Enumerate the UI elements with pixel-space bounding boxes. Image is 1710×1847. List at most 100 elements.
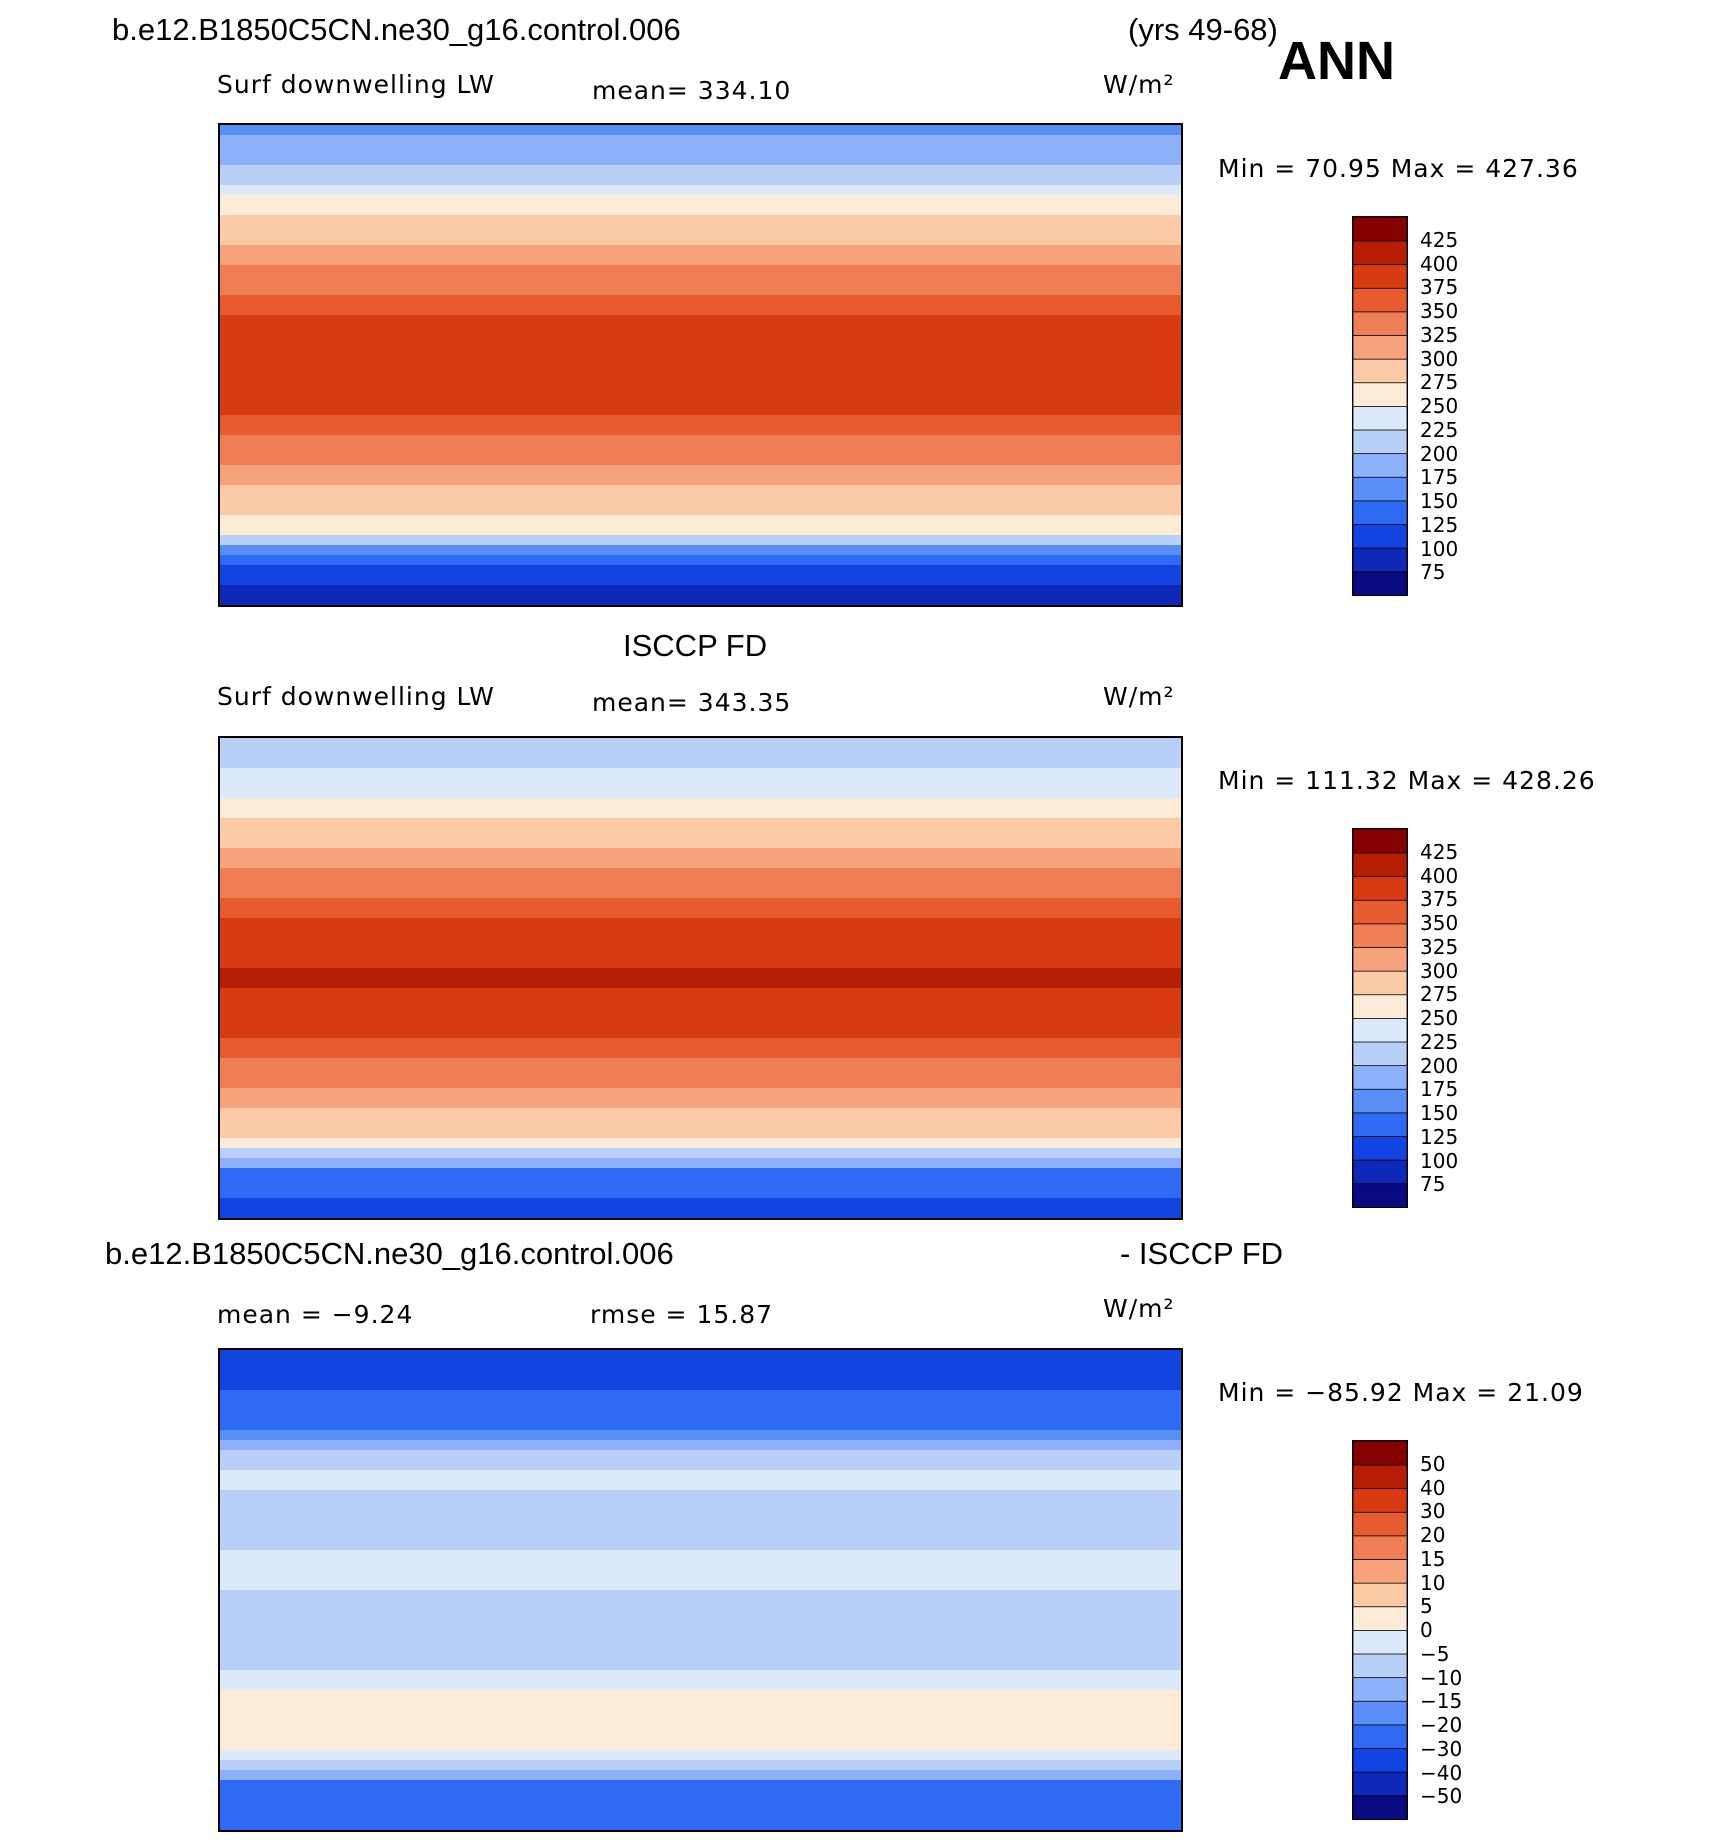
map-band bbox=[220, 1178, 1181, 1189]
colorbar-tick-label: 125 bbox=[1420, 512, 1459, 537]
map-band bbox=[220, 464, 1181, 476]
map-band bbox=[220, 1730, 1181, 1741]
map-band bbox=[220, 1640, 1181, 1651]
colorbar-box bbox=[1353, 1135, 1407, 1161]
season-label: ANN bbox=[1278, 31, 1395, 91]
colorbar-box bbox=[1353, 405, 1407, 431]
panel3-map-svg bbox=[220, 1350, 1181, 1830]
map-band bbox=[220, 155, 1181, 166]
map-band bbox=[220, 584, 1181, 596]
map-band bbox=[220, 215, 1181, 226]
map-band bbox=[220, 1770, 1181, 1781]
colorbar-tick-label: 40 bbox=[1420, 1475, 1446, 1500]
map-band bbox=[220, 325, 1181, 336]
panel1-colorbar-ticks: 75 100 125 150 175 200 225 250 275 300 325 350 375 40… bbox=[1420, 216, 1510, 596]
map-band bbox=[220, 554, 1181, 566]
map-band bbox=[220, 1148, 1181, 1159]
colorbar-tick-label: 20 bbox=[1420, 1523, 1446, 1547]
colorbar-tick-label: 325 bbox=[1420, 934, 1459, 959]
colorbar-tick-label: −10 bbox=[1420, 1665, 1463, 1690]
map-band bbox=[220, 295, 1181, 306]
map-band bbox=[220, 425, 1181, 436]
map-band bbox=[220, 1620, 1181, 1631]
colorbar-box bbox=[1353, 993, 1407, 1019]
panel2-minmax: Min = 111.32 Max = 428.26 bbox=[1218, 766, 1596, 795]
colorbar-box bbox=[1353, 1112, 1407, 1137]
map-band bbox=[220, 1430, 1181, 1441]
colorbar-tick-label: 250 bbox=[1420, 394, 1459, 418]
map-band bbox=[220, 245, 1181, 256]
colorbar-tick-label: 400 bbox=[1420, 863, 1459, 888]
colorbar-box bbox=[1353, 946, 1407, 972]
map-band bbox=[220, 858, 1181, 869]
map-band bbox=[220, 1137, 1181, 1149]
panel2-colorbar-ticks: 75 100 125 150 175 200 225 250 275 300 325 350 375 40… bbox=[1420, 828, 1510, 1208]
colorbar-tick-label: 350 bbox=[1420, 299, 1459, 323]
colorbar-box bbox=[1353, 263, 1407, 289]
map-band bbox=[220, 1610, 1181, 1621]
colorbar-tick-label: −30 bbox=[1420, 1736, 1463, 1761]
map-band bbox=[220, 434, 1181, 446]
colorbar-box bbox=[1353, 1771, 1407, 1797]
map-band bbox=[220, 878, 1181, 889]
colorbar-tick-label: 100 bbox=[1420, 536, 1459, 561]
colorbar-tick-label: 125 bbox=[1420, 1124, 1459, 1149]
map-band bbox=[220, 305, 1181, 316]
map-band bbox=[220, 1419, 1181, 1431]
map-band bbox=[220, 224, 1181, 236]
colorbar-tick-label: −5 bbox=[1420, 1641, 1450, 1666]
map-band bbox=[220, 1028, 1181, 1039]
colorbar-box bbox=[1353, 1088, 1407, 1114]
colorbar-box bbox=[1353, 1159, 1407, 1185]
colorbar-box bbox=[1353, 923, 1407, 948]
colorbar-tick-label: 175 bbox=[1420, 1077, 1459, 1102]
map-band bbox=[220, 747, 1181, 759]
map-band bbox=[220, 1370, 1181, 1381]
map-band bbox=[220, 818, 1181, 829]
colorbar-box bbox=[1353, 875, 1407, 901]
panel2-title: ISCCP FD bbox=[623, 628, 768, 663]
map-band bbox=[220, 927, 1181, 939]
map-band bbox=[220, 1700, 1181, 1711]
colorbar-box bbox=[1353, 358, 1407, 384]
map-band bbox=[220, 1479, 1181, 1491]
colorbar-tick-label: 350 bbox=[1420, 911, 1459, 935]
map-band bbox=[220, 1359, 1181, 1371]
map-band bbox=[220, 897, 1181, 909]
colorbar-tick-label: 150 bbox=[1420, 489, 1459, 513]
panel3-title-left: b.e12.B1850C5CN.ne30_g16.control.006 bbox=[105, 1236, 674, 1271]
map-band bbox=[220, 1118, 1181, 1129]
map-band bbox=[220, 998, 1181, 1009]
colorbar-box bbox=[1353, 1064, 1407, 1090]
map-band bbox=[220, 284, 1181, 296]
map-band bbox=[220, 1098, 1181, 1109]
map-band bbox=[220, 888, 1181, 899]
map-band bbox=[220, 1710, 1181, 1721]
map-band bbox=[220, 125, 1181, 136]
panel3-map bbox=[218, 1348, 1183, 1832]
map-band bbox=[220, 1470, 1181, 1481]
colorbar-box bbox=[1353, 287, 1407, 313]
map-band bbox=[220, 1449, 1181, 1461]
colorbar-tick-label: 250 bbox=[1420, 1006, 1459, 1030]
map-band bbox=[220, 1197, 1181, 1209]
colorbar-tick-label: 375 bbox=[1420, 275, 1459, 300]
panel3-title-right: - ISCCP FD bbox=[1120, 1236, 1284, 1271]
panel1-map bbox=[218, 123, 1183, 607]
colorbar-box bbox=[1353, 1487, 1407, 1513]
map-band bbox=[220, 415, 1181, 426]
colorbar-box bbox=[1353, 452, 1407, 478]
colorbar-box bbox=[1353, 852, 1407, 878]
colorbar-tick-label: −40 bbox=[1420, 1760, 1463, 1785]
map-band bbox=[220, 254, 1181, 266]
map-band bbox=[220, 1820, 1181, 1830]
map-band bbox=[220, 1760, 1181, 1771]
colorbar-tick-label: 0 bbox=[1420, 1618, 1433, 1642]
colorbar-box bbox=[1353, 1017, 1407, 1043]
map-band bbox=[220, 1530, 1181, 1541]
colorbar-box bbox=[1353, 1653, 1407, 1679]
panel2-variable: Surf downwelling LW bbox=[217, 682, 495, 711]
colorbar-tick-label: 300 bbox=[1420, 958, 1459, 983]
panel3-colorbar bbox=[1352, 1440, 1408, 1820]
map-band bbox=[220, 524, 1181, 536]
